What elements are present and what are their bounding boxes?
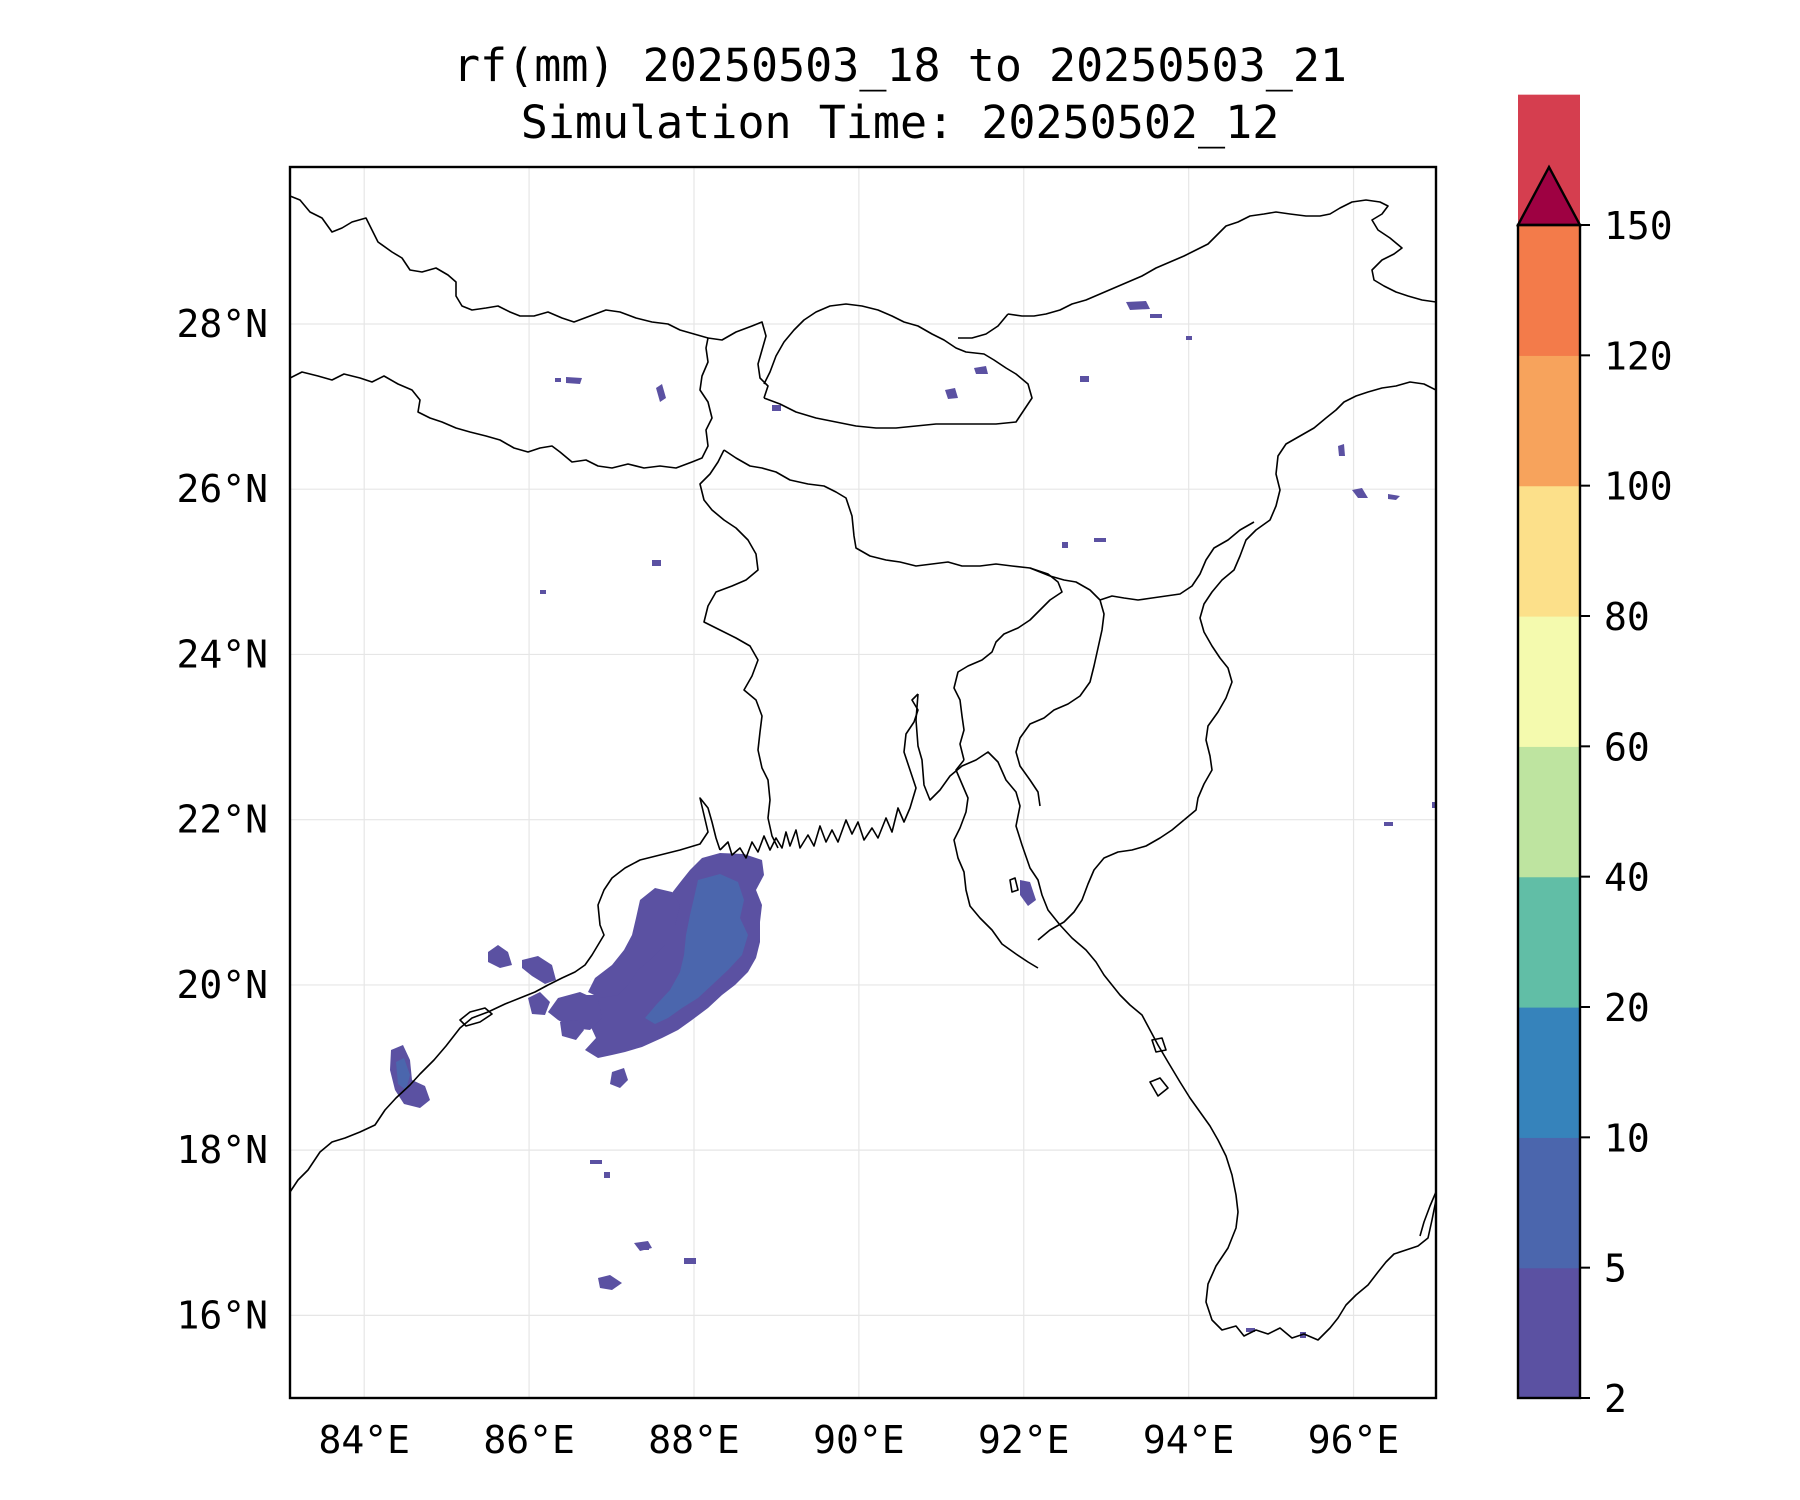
y-tick-label: 16°N: [176, 1293, 268, 1337]
x-tick-label: 88°E: [648, 1418, 740, 1462]
rain-area-west-3: [528, 992, 550, 1015]
rain-speck: [555, 378, 561, 382]
rain-area-west-lobe: [588, 888, 680, 998]
colorbar-segment: [1518, 876, 1580, 1008]
rain-area-north-d: [566, 377, 582, 384]
colorbar-tick-label: 80: [1604, 595, 1650, 639]
colorbar-tick-label: 120: [1604, 334, 1673, 378]
coastline-myanmar-south: [1419, 1191, 1436, 1237]
rain-speck: [772, 405, 781, 411]
border-sikkim: [707, 321, 769, 399]
rain-speck: [540, 590, 546, 594]
map-background: [290, 167, 1436, 1398]
x-tick-label: 96°E: [1308, 1418, 1400, 1462]
border-myanmar-north: [1183, 381, 1436, 821]
rain-speck: [640, 1246, 649, 1250]
x-tick-label: 90°E: [813, 1418, 905, 1462]
x-tick-label: 84°E: [318, 1418, 410, 1462]
rain-speck: [1186, 336, 1192, 340]
colorbar-tick-label: 5: [1604, 1247, 1627, 1291]
colorbar-segment: [1518, 1007, 1580, 1138]
colorbar-tick-label: 10: [1604, 1116, 1650, 1160]
gridlines: [290, 167, 1436, 1398]
colorbar-tick-label: 60: [1604, 725, 1650, 769]
map-frame: [288, 165, 1438, 1400]
rain-speck: [1432, 802, 1436, 808]
border-bangladesh-north: [723, 449, 1063, 761]
rain-speck: [1246, 1328, 1255, 1332]
border-nepal-north: [290, 195, 709, 339]
x-tick-label: 86°E: [483, 1418, 575, 1462]
border-bhutan: [763, 303, 1033, 429]
colorbar-tick-label: 20: [1604, 986, 1650, 1030]
rain-area-north-h: [1338, 444, 1345, 456]
colorbar-tick-label: 100: [1604, 465, 1673, 509]
colorbar-tick-label: 150: [1604, 204, 1673, 248]
y-tick-label: 24°N: [176, 632, 268, 676]
rain-area-west-1: [488, 945, 512, 968]
colorbar-segment: [1518, 616, 1580, 747]
rain-area-north-c: [974, 366, 988, 374]
rain-speck: [1080, 376, 1089, 382]
rain-area-southwest: [548, 992, 602, 1030]
colorbar-segment: [1518, 355, 1580, 487]
rain-speck: [1094, 538, 1106, 542]
rain-speck: [1150, 314, 1162, 318]
rain-area-coast-core: [396, 1058, 410, 1090]
colorbar-segment: [1518, 225, 1580, 356]
x-tick-label: 94°E: [1143, 1418, 1235, 1462]
rain-area-north-f: [1352, 488, 1368, 498]
border-assam: [1015, 567, 1105, 807]
colorbar-tick-label: 40: [1604, 856, 1650, 900]
colorbar-segment: [1518, 746, 1580, 878]
coast-islands: [1009, 877, 1169, 1097]
coastline-sundarbans: [719, 693, 919, 859]
colorbar-tick-label: 2: [1604, 1377, 1627, 1421]
coastline-india-east: [290, 797, 721, 1193]
y-tick-label: 18°N: [176, 1128, 268, 1172]
border-myanmar-mid: [1037, 819, 1185, 941]
border-tibet: [1007, 199, 1436, 317]
rain-speck: [652, 560, 661, 566]
border-assam-east: [1099, 521, 1255, 601]
rain-area-medium-core: [645, 874, 748, 1024]
rain-area-west-4: [560, 1020, 584, 1040]
rainfall-field: [390, 301, 1400, 1290]
rain-area-isolated-d: [1020, 880, 1036, 906]
map-title-line1: rf(mm) 20250503_18 to 20250503_21: [452, 39, 1348, 92]
rain-area-north-a: [1126, 301, 1150, 310]
rain-area-west-2: [522, 956, 556, 984]
x-tick-label: 92°E: [978, 1418, 1070, 1462]
rain-area-isolated-b: [598, 1275, 622, 1290]
rain-speck: [590, 1160, 602, 1164]
y-tick-label: 22°N: [176, 798, 268, 842]
chilika-lake: [459, 1007, 493, 1027]
axis-ticks: 84°E 86°E 88°E 90°E 92°E 94°E 96°E 16°N 18°N 20°N…: [176, 302, 1399, 1462]
rain-speck: [684, 1258, 696, 1264]
rain-speck: [1062, 542, 1068, 548]
rain-area-north-b: [945, 388, 958, 399]
y-tick-label: 20°N: [176, 963, 268, 1007]
rain-speck: [604, 1172, 610, 1178]
rain-speck: [1384, 822, 1393, 826]
y-tick-label: 28°N: [176, 302, 268, 346]
coastlines-and-borders: [290, 195, 1436, 1341]
border-bangladesh: [699, 449, 779, 849]
colorbar-frame: [1516, 223, 1582, 1400]
border-bangladesh-east: [953, 759, 1039, 969]
colorbar: 2 5 10 20 40 60 80 100 120 150: [1515, 94, 1673, 1421]
coastline-chittagong: [915, 693, 1436, 1341]
colorbar-segment: [1518, 1267, 1580, 1399]
rain-area-north-e: [656, 384, 666, 402]
border-bhutan-north: [958, 313, 1009, 339]
colorbar-segment: [1518, 1137, 1580, 1269]
y-tick-label: 26°N: [176, 467, 268, 511]
rain-area-isolated-a: [610, 1068, 628, 1088]
colorbar-segment: [1518, 485, 1580, 617]
rain-area-north-g: [1388, 494, 1400, 500]
border-nepal-south: [290, 337, 713, 469]
map-title-line2: Simulation Time: 20250502_12: [520, 96, 1280, 149]
